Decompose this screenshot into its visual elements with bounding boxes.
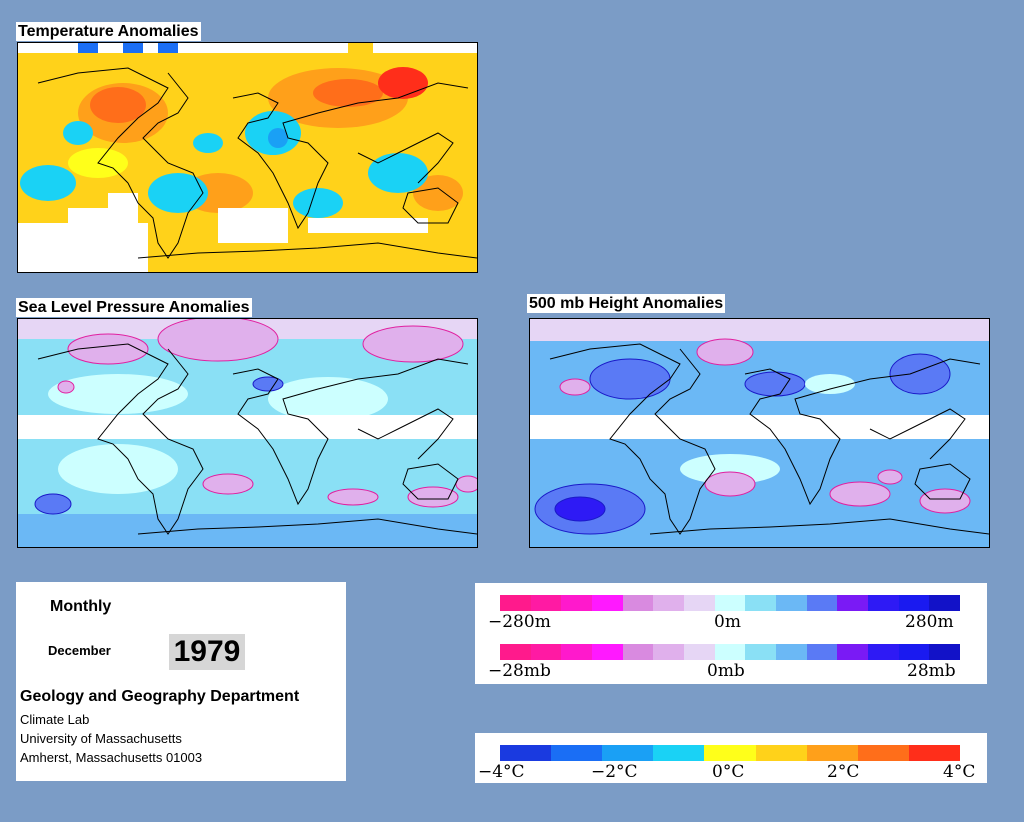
month-label: December	[48, 643, 111, 658]
height-color-bar	[500, 595, 961, 611]
color-bar-swatch-4	[622, 644, 654, 660]
color-bar-swatch-14	[929, 644, 961, 660]
period-label: Monthly	[50, 598, 112, 615]
temperature-map-title: Temperature Anomalies	[16, 22, 201, 41]
color-bar-swatch-12	[868, 595, 899, 611]
color-bar-swatch-11	[837, 644, 869, 660]
color-bar-swatch-13	[898, 595, 930, 611]
temperature-legend: −4°C −2°C 0°C 2°C 4°C	[475, 733, 987, 783]
color-bar-swatch-2	[602, 745, 654, 761]
color-bar-swatch-5	[653, 595, 685, 611]
color-bar-swatch-3	[592, 595, 623, 611]
color-bar-swatch-8	[745, 595, 777, 611]
color-bar-swatch-12	[868, 644, 899, 660]
lab-label: Climate Lab	[20, 712, 90, 727]
color-bar-swatch-11	[837, 595, 869, 611]
color-bar-swatch-3	[653, 745, 705, 761]
color-bar-swatch-6	[806, 745, 858, 761]
color-bar-swatch-1	[551, 745, 603, 761]
color-bar-swatch-6	[684, 595, 715, 611]
color-bar-swatch-8	[745, 644, 777, 660]
color-bar-swatch-6	[684, 644, 715, 660]
color-bar-swatch-0	[500, 745, 552, 761]
temp-tick-minus4: −4°C	[478, 762, 525, 782]
color-bar-swatch-2	[561, 595, 593, 611]
temp-tick-4: 4°C	[943, 762, 976, 782]
color-bar-swatch-8	[908, 745, 960, 761]
height-min-tick: −280m	[488, 612, 551, 632]
slp-map-title: Sea Level Pressure Anomalies	[16, 298, 252, 317]
color-bar-swatch-7	[857, 745, 909, 761]
height500-map-title: 500 mb Height Anomalies	[527, 294, 726, 313]
address-label: Amherst, Massachusetts 01003	[20, 750, 203, 765]
temperature-anomaly-map	[17, 42, 478, 273]
temp-tick-0: 0°C	[712, 762, 745, 782]
height-500mb-anomaly-map	[529, 318, 990, 548]
height-max-tick: 280m	[905, 612, 954, 632]
department-label: Geology and Geography Department	[20, 688, 300, 705]
color-bar-swatch-9	[776, 644, 807, 660]
color-bar-swatch-9	[776, 595, 807, 611]
color-bar-swatch-10	[806, 644, 838, 660]
color-bar-swatch-1	[530, 595, 562, 611]
sea-level-pressure-anomaly-map	[17, 318, 478, 548]
color-bar-swatch-14	[929, 595, 961, 611]
pressure-max-tick: 28mb	[907, 661, 956, 681]
color-bar-swatch-2	[561, 644, 593, 660]
color-bar-swatch-0	[500, 595, 531, 611]
color-bar-swatch-4	[704, 745, 756, 761]
color-bar-swatch-7	[714, 595, 746, 611]
pressure-min-tick: −28mb	[488, 661, 551, 681]
color-bar-swatch-7	[714, 644, 746, 660]
color-bar-swatch-5	[653, 644, 685, 660]
color-bar-swatch-3	[592, 644, 623, 660]
temp-tick-2: 2°C	[827, 762, 860, 782]
university-label: University of Massachusetts	[20, 731, 182, 746]
pressure-mid-tick: 0mb	[707, 661, 745, 681]
year-display: 1979	[169, 634, 245, 670]
color-bar-swatch-5	[755, 745, 807, 761]
height-pressure-legend: −280m 0m 280m −28mb 0mb 28mb	[475, 583, 987, 684]
color-bar-swatch-0	[500, 644, 531, 660]
color-bar-swatch-13	[898, 644, 930, 660]
color-bar-swatch-1	[530, 644, 562, 660]
height-mid-tick: 0m	[714, 612, 741, 632]
color-bar-swatch-4	[622, 595, 654, 611]
pressure-color-bar	[500, 644, 961, 660]
color-bar-swatch-10	[806, 595, 838, 611]
temp-tick-minus2: −2°C	[591, 762, 638, 782]
temperature-color-bar	[500, 745, 960, 761]
info-panel: Monthly December 1979 Geology and Geogra…	[16, 582, 346, 781]
